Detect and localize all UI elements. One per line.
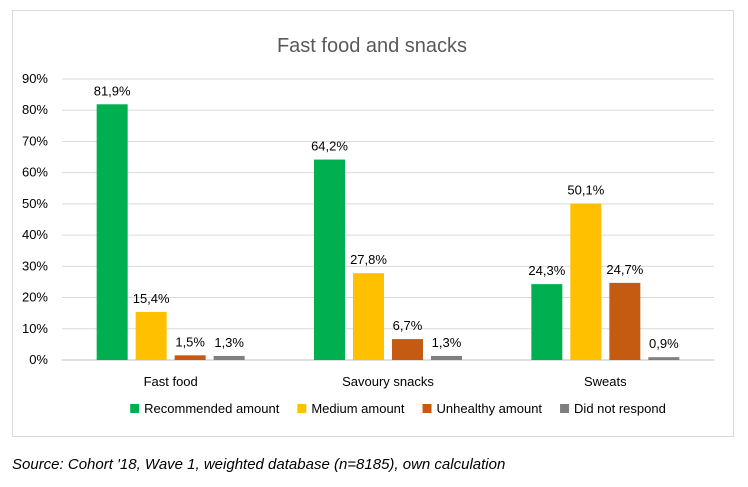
y-tick-label: 90% [22,71,48,86]
bar-0-0 [96,104,128,360]
data-label: 15,4% [133,291,170,306]
data-label: 50,1% [567,183,604,198]
y-tick-label: 30% [22,258,48,273]
bar-2-2 [609,282,641,360]
x-tick-label: Fast food [144,374,198,389]
bar-3-1 [431,355,462,360]
legend: Recommended amount Medium amount Unhealthy… [130,401,666,416]
chart-frame [12,10,734,437]
y-tick-label: 20% [22,290,48,305]
y-tick-label: 40% [22,227,48,242]
legend-label: Recommended amount [144,401,280,416]
data-label: 6,7% [393,318,423,333]
legend-label: Did not respond [574,401,666,416]
data-label: 64,2% [311,139,348,154]
legend-item: Unhealthy amount [422,401,543,416]
y-tick-label: 10% [22,321,48,336]
legend-swatch [422,404,432,413]
data-label: 24,7% [606,262,643,277]
y-tick-label: 60% [22,165,48,180]
legend-label: Medium amount [311,401,405,416]
legend-swatch [297,404,307,413]
legend-item: Medium amount [297,401,405,416]
bar-1-0 [135,311,167,360]
bars [96,104,680,360]
y-tick-label: 80% [22,102,48,117]
data-label: 27,8% [350,252,387,267]
x-tick-label: Savoury snacks [342,374,434,389]
data-labels: 81,9% 15,4% 1,5% 1,3% 64,2% 27,8% 6,7% 1,3% 24,3… [94,83,679,351]
y-tick-label: 50% [22,196,48,211]
legend-item: Recommended amount [130,401,280,416]
gridlines [62,78,714,361]
y-tick-label: 0% [29,352,48,367]
chart-title: Fast food and snacks [277,35,467,57]
bar-3-2 [648,357,680,360]
x-axis-category-labels: Fast food Savoury snacks Sweats [144,374,628,389]
source-note: Source: Cohort '18, Wave 1, weighted dat… [12,456,506,473]
legend-swatch [130,404,140,413]
legend-item: Did not respond [560,401,666,416]
data-label: 1,5% [175,334,205,349]
data-label: 0,9% [649,336,679,351]
data-label: 1,3% [214,335,244,350]
bar-0-1 [314,159,345,360]
y-axis-tick-labels: 0% 10% 20% 30% 40% 50% 60% 70% 80% 90% [22,71,48,367]
bar-3-0 [213,355,245,360]
data-label: 81,9% [94,83,131,98]
bar-1-1 [353,273,384,360]
bar-2-0 [174,355,206,360]
bar-0-2 [531,284,563,360]
data-label: 1,3% [432,335,462,350]
legend-swatch [560,404,570,413]
legend-label: Unhealthy amount [437,401,543,416]
bar-2-1 [392,339,423,360]
bar-1-2 [570,203,602,360]
data-label: 24,3% [528,263,565,278]
y-tick-label: 70% [22,133,48,148]
x-tick-label: Sweats [584,374,627,389]
